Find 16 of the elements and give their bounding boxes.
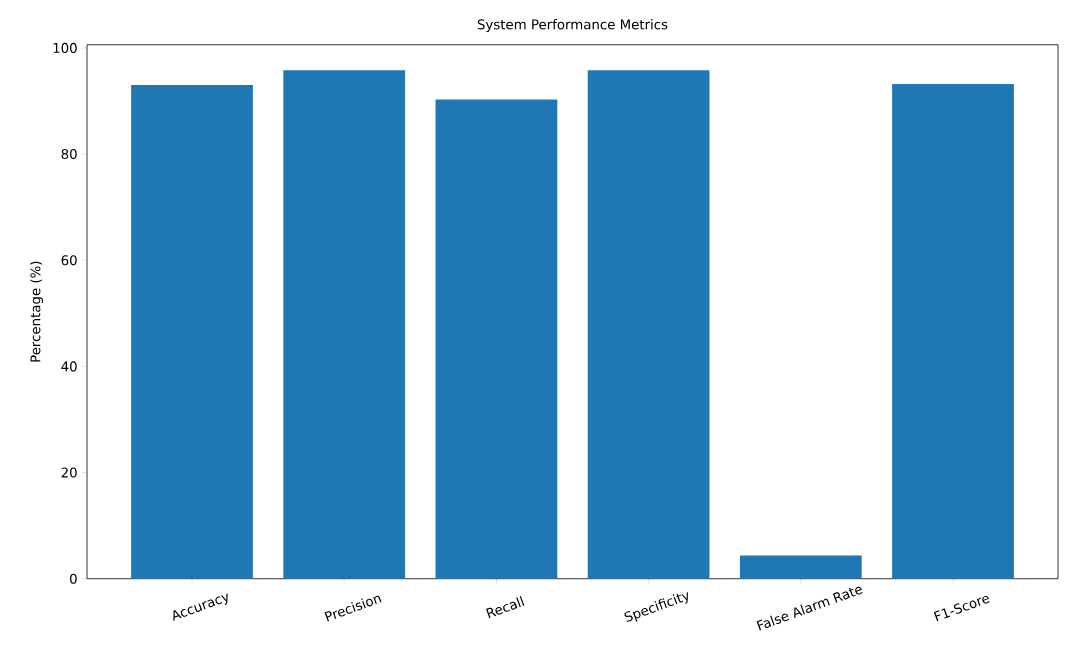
y-tick-label: 40 (61, 361, 77, 372)
bar (435, 99, 558, 579)
bar (283, 70, 406, 579)
bar (587, 70, 710, 579)
bar (739, 555, 862, 579)
bar (892, 84, 1014, 579)
y-axis-title: Percentage (%) (30, 261, 44, 362)
y-tick-label: 80 (61, 149, 77, 160)
bar (131, 85, 253, 579)
y-tick-label: 0 (70, 573, 77, 584)
chart-title: System Performance Metrics (477, 19, 668, 33)
x-tick-label: False Alarm Rate (756, 586, 863, 631)
y-tick-label: 20 (61, 467, 77, 478)
x-tick-label: Recall (486, 595, 525, 619)
y-tick-label: 60 (61, 255, 77, 266)
y-tick-label: 100 (53, 42, 77, 53)
